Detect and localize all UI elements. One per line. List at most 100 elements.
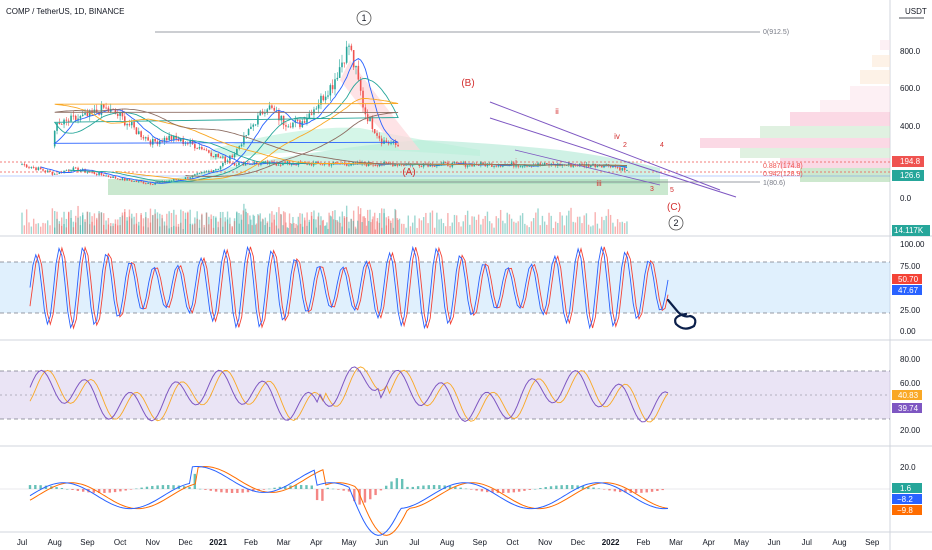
volume-bar <box>84 221 86 234</box>
candle-body <box>119 112 121 116</box>
volume-bar <box>299 213 301 234</box>
candle-body <box>343 62 346 64</box>
volume-bar <box>189 209 191 234</box>
candle-body <box>546 163 548 165</box>
volume-bar <box>395 210 397 234</box>
candle-body <box>250 126 252 130</box>
volume-bar <box>224 221 226 234</box>
currency-label[interactable]: USDT <box>905 7 927 16</box>
candle-body <box>231 162 234 164</box>
volume-bar <box>203 224 205 234</box>
volume-bar <box>217 227 219 234</box>
volume-bar <box>205 212 208 234</box>
candle-body <box>180 179 182 181</box>
wave-2-circle <box>668 215 684 231</box>
volume-bar <box>392 218 394 234</box>
candle-body <box>352 162 355 165</box>
volume-bar <box>231 226 233 234</box>
candle-body <box>397 144 399 147</box>
volume-bar <box>334 210 336 234</box>
volume-bar <box>464 215 467 234</box>
candle-body <box>433 166 436 167</box>
volume-bar <box>156 218 159 234</box>
macd-hist-bar <box>528 489 531 490</box>
volume-bar <box>447 213 449 234</box>
wedge-lower-line[interactable] <box>489 117 737 198</box>
candle-body <box>357 65 360 80</box>
macd-hist-bar <box>385 485 388 489</box>
volume-bar <box>390 223 392 234</box>
candle-body <box>619 167 621 171</box>
candle-body <box>427 164 429 167</box>
candle-body <box>515 165 517 167</box>
wave-label-2: 2 <box>623 142 627 149</box>
volume-bar <box>506 212 508 234</box>
volume-bar <box>590 226 592 234</box>
macd-hist-bar <box>581 485 585 489</box>
macd-hist-bar <box>209 489 212 491</box>
volume-bar <box>383 208 385 234</box>
stoch-d-badge <box>892 285 922 295</box>
candle-body <box>201 147 203 150</box>
volume-bar <box>149 208 152 234</box>
volume-bar <box>247 224 250 234</box>
candle-body <box>338 67 341 78</box>
volume-bar <box>341 211 344 234</box>
wave-label-1: 1 <box>361 13 366 23</box>
candle-body <box>493 165 495 167</box>
stoch-k-value: 50.70 <box>898 275 919 284</box>
volume-bar <box>205 212 208 234</box>
candle-body <box>308 113 311 118</box>
volume-bar <box>275 225 278 234</box>
candle-body <box>201 172 203 174</box>
wedge-upper-line[interactable] <box>489 101 721 191</box>
candle-body <box>292 122 294 128</box>
macd-line <box>29 466 669 536</box>
candle-body <box>471 163 473 167</box>
volume-bar <box>324 225 327 234</box>
candle-body <box>58 122 61 124</box>
macd-hist-bar <box>512 489 516 493</box>
volume-bar <box>348 228 350 234</box>
volume-bar <box>75 215 77 234</box>
volume-bar <box>289 223 292 234</box>
time-axis[interactable]: Jul Aug Sep Oct Nov Dec 2021 Feb Mar Apr May Jun Jul… <box>17 538 880 547</box>
volume-bar <box>343 216 346 234</box>
x-tick-2022-18: 2022 <box>602 538 620 547</box>
macd-hist-bar <box>172 485 175 489</box>
macd-hist-bar <box>390 481 393 489</box>
wave-label-B: (B) <box>461 78 474 89</box>
candle-body <box>315 161 317 163</box>
candle-body <box>495 165 498 167</box>
volume-bar <box>105 229 107 234</box>
volume-bar <box>149 222 152 234</box>
volume-bar <box>623 223 626 234</box>
volume-bar <box>280 214 282 234</box>
volume-bar <box>495 216 497 234</box>
x-tick-mar-8: Mar <box>277 538 291 547</box>
macd-hist-bar <box>517 489 521 492</box>
volume-bar <box>112 226 114 234</box>
macd-hist-bar <box>145 486 149 489</box>
price-y-axis[interactable]: 800.0 600.0 400.0 0.0 <box>900 47 921 203</box>
volume-bar <box>68 212 70 234</box>
candle-body <box>154 138 156 142</box>
x-tick-may-22: May <box>734 538 749 547</box>
candle-body <box>449 165 451 167</box>
candle-body <box>616 166 619 168</box>
macd-hist-bar <box>129 489 133 490</box>
candle-body <box>116 178 119 180</box>
volume-bar <box>475 219 478 234</box>
candle-body <box>477 165 480 166</box>
volume-bar <box>322 219 325 234</box>
volume-bar <box>86 211 89 234</box>
candle-body <box>67 170 70 172</box>
volume-bar <box>361 222 363 234</box>
wedge-inner-line[interactable] <box>514 149 661 186</box>
candle-body <box>259 111 262 116</box>
volume-bar <box>231 227 233 234</box>
fib-label-1: 1(80.6) <box>763 180 785 187</box>
volume-bar <box>341 226 343 234</box>
candle-body <box>135 127 138 135</box>
